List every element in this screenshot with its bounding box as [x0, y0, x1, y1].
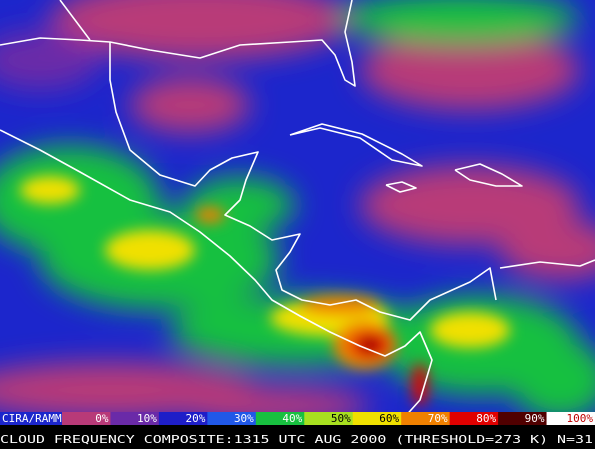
cloud-cores: [20, 176, 510, 407]
scale-label: 100%: [567, 412, 594, 425]
scale-label: 70%: [428, 412, 448, 425]
color-scale: 0% 10% 20% 30% 40% 50% 60% 70% 80% 90% 100%: [62, 412, 595, 425]
scale-label: 50%: [331, 412, 351, 425]
scale-swatch: [110, 412, 160, 425]
scale-label: 60%: [379, 412, 399, 425]
scale-swatch: [62, 412, 111, 425]
credit: CIRA/RAMM: [2, 412, 62, 425]
coastlines: [0, 0, 595, 421]
scale-swatch: [498, 412, 548, 425]
scale-label: 0%: [95, 412, 109, 425]
caption: CLOUD FREQUENCY COMPOSITE:1315 UTC AUG 2…: [0, 433, 593, 446]
scale-label: 30%: [234, 412, 254, 425]
scale-label: 10%: [137, 412, 157, 425]
scale-label: 80%: [476, 412, 496, 425]
scale-swatch: [158, 412, 208, 425]
scale-swatch: [304, 412, 354, 425]
scale-swatch: [255, 412, 305, 425]
scale-label: 20%: [185, 412, 205, 425]
scale-swatch: [401, 412, 451, 425]
credit-box: [0, 412, 62, 425]
scale-swatch: [449, 412, 499, 425]
scale-label: 90%: [525, 412, 545, 425]
scale-label: 40%: [282, 412, 302, 425]
scale-swatch: [546, 412, 595, 425]
scale-swatch: [352, 412, 402, 425]
scale-swatch: [207, 412, 257, 425]
